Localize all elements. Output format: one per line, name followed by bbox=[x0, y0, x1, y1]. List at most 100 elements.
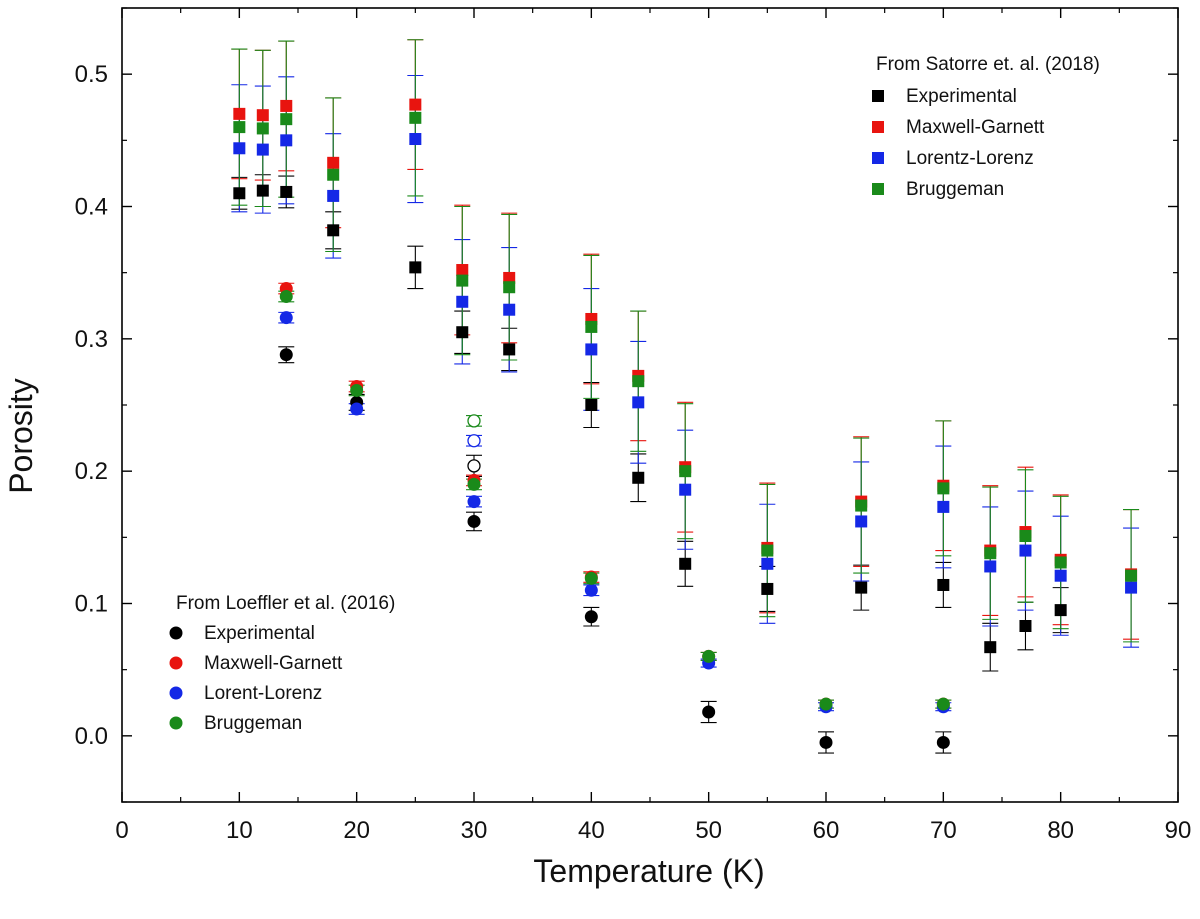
satorre-lorentz-lorenz-point bbox=[1054, 569, 1067, 582]
satorre-experimental-point bbox=[761, 582, 774, 595]
loeffler-bruggeman-point bbox=[819, 697, 833, 711]
satorre-bruggeman-point bbox=[1125, 569, 1138, 582]
satorre-bruggeman-point bbox=[761, 544, 774, 557]
satorre-experimental-point bbox=[409, 261, 422, 274]
legend-loeffler: From Loeffler et al. (2016) Experimental… bbox=[169, 593, 395, 734]
y-tick-label: 0.2 bbox=[75, 458, 108, 485]
data-markers bbox=[233, 98, 1138, 749]
satorre-bruggeman-point bbox=[937, 482, 950, 495]
x-tick-label: 90 bbox=[1165, 817, 1192, 844]
loeffler-experimental-point bbox=[819, 735, 833, 749]
legend-satorre-label: Maxwell-Garnett bbox=[906, 117, 1045, 138]
open-circle-point bbox=[467, 459, 481, 473]
satorre-lorentz-lorenz-point bbox=[327, 189, 340, 202]
satorre-lorentz-lorenz-point bbox=[585, 343, 598, 356]
satorre-experimental-point bbox=[679, 557, 692, 570]
satorre-lorentz-lorenz-point bbox=[256, 143, 269, 156]
legend-satorre-swatch bbox=[872, 152, 884, 164]
satorre-lorentz-lorenz-point bbox=[233, 142, 246, 155]
satorre-lorentz-lorenz-point bbox=[632, 396, 645, 409]
legend-loeffler-swatch bbox=[169, 716, 183, 730]
satorre-bruggeman-point bbox=[984, 547, 997, 560]
legend-satorre-swatch bbox=[872, 121, 884, 133]
satorre-experimental-point bbox=[233, 187, 246, 200]
satorre-experimental-point bbox=[456, 326, 469, 339]
satorre-bruggeman-point bbox=[585, 320, 598, 333]
satorre-bruggeman-point bbox=[679, 465, 692, 478]
y-tick-label: 0.0 bbox=[75, 723, 108, 750]
axes: 0 10 20 30 40 50 60 70 80 90 0.0 0.1 0.2 0.3 0.4 0.5 bbox=[75, 7, 1192, 844]
satorre-lorentz-lorenz-point bbox=[937, 500, 950, 513]
satorre-maxwell-garnett-point bbox=[409, 98, 422, 111]
open-circle-point bbox=[467, 414, 481, 428]
y-tick-label: 0.5 bbox=[75, 61, 108, 88]
loeffler-experimental-point bbox=[279, 348, 293, 362]
satorre-bruggeman-point bbox=[1019, 530, 1032, 543]
legend-loeffler-swatch bbox=[169, 626, 183, 640]
y-axis-title: Porosity bbox=[3, 378, 39, 494]
x-tick-label: 20 bbox=[343, 817, 370, 844]
legend-loeffler-label: Maxwell-Garnett bbox=[204, 653, 343, 674]
x-tick-label: 80 bbox=[1047, 817, 1074, 844]
satorre-lorentz-lorenz-point bbox=[280, 134, 293, 147]
legend-loeffler-label: Lorent-Lorenz bbox=[204, 683, 322, 704]
loeffler-experimental-point bbox=[702, 705, 716, 719]
satorre-bruggeman-point bbox=[280, 113, 293, 126]
loeffler-bruggeman-point bbox=[702, 649, 716, 663]
legend-satorre: From Satorre et. al. (2018) Experimental… bbox=[872, 54, 1100, 200]
legend-satorre-swatch bbox=[872, 183, 884, 195]
legend-satorre-label: Lorentz-Lorenz bbox=[906, 148, 1034, 169]
satorre-experimental-point bbox=[327, 224, 340, 237]
satorre-maxwell-garnett-point bbox=[327, 156, 340, 169]
satorre-maxwell-garnett-point bbox=[280, 99, 293, 112]
satorre-experimental-point bbox=[503, 343, 516, 356]
legend-satorre-label: Experimental bbox=[906, 86, 1017, 107]
x-tick-label: 60 bbox=[813, 817, 840, 844]
satorre-lorentz-lorenz-point bbox=[1019, 544, 1032, 557]
satorre-experimental-point bbox=[632, 471, 645, 484]
y-tick-label: 0.4 bbox=[75, 194, 108, 221]
satorre-lorentz-lorenz-point bbox=[409, 133, 422, 146]
x-tick-label: 30 bbox=[461, 817, 488, 844]
loeffler-lorent-lorenz-point bbox=[350, 402, 364, 416]
loeffler-bruggeman-point bbox=[467, 477, 481, 491]
satorre-bruggeman-point bbox=[327, 168, 340, 181]
loeffler-lorent-lorenz-point bbox=[584, 583, 598, 597]
legend-loeffler-swatch bbox=[169, 686, 183, 700]
satorre-experimental-point bbox=[855, 581, 868, 594]
satorre-experimental-point bbox=[937, 578, 950, 591]
x-tick-label: 40 bbox=[578, 817, 605, 844]
y-tick-label: 0.3 bbox=[75, 326, 108, 353]
y-tick-label: 0.1 bbox=[75, 591, 108, 618]
satorre-lorentz-lorenz-point bbox=[855, 515, 868, 528]
satorre-maxwell-garnett-point bbox=[233, 107, 246, 120]
satorre-maxwell-garnett-point bbox=[256, 109, 269, 122]
satorre-experimental-point bbox=[280, 185, 293, 198]
loeffler-experimental-point bbox=[936, 735, 950, 749]
satorre-bruggeman-point bbox=[233, 121, 246, 134]
loeffler-bruggeman-point bbox=[279, 289, 293, 303]
satorre-experimental-point bbox=[256, 184, 269, 197]
satorre-lorentz-lorenz-point bbox=[1125, 581, 1138, 594]
satorre-bruggeman-point bbox=[409, 111, 422, 124]
legend-satorre-swatch bbox=[872, 90, 884, 102]
satorre-lorentz-lorenz-point bbox=[984, 560, 997, 573]
loeffler-lorent-lorenz-point bbox=[467, 495, 481, 509]
open-circle-point bbox=[467, 434, 481, 448]
loeffler-lorent-lorenz-point bbox=[279, 311, 293, 325]
loeffler-bruggeman-point bbox=[350, 383, 364, 397]
loeffler-experimental-point bbox=[467, 514, 481, 528]
x-tick-label: 70 bbox=[930, 817, 957, 844]
x-tick-label: 10 bbox=[226, 817, 253, 844]
x-tick-label: 50 bbox=[695, 817, 722, 844]
loeffler-bruggeman-point bbox=[936, 697, 950, 711]
legend-loeffler-label: Experimental bbox=[204, 623, 315, 644]
satorre-bruggeman-point bbox=[503, 281, 516, 294]
satorre-experimental-point bbox=[585, 399, 598, 411]
satorre-lorentz-lorenz-point bbox=[503, 303, 516, 316]
loeffler-experimental-point bbox=[584, 610, 598, 624]
legend-satorre-title: From Satorre et. al. (2018) bbox=[876, 54, 1100, 75]
satorre-bruggeman-point bbox=[256, 122, 269, 135]
satorre-bruggeman-point bbox=[855, 499, 868, 512]
